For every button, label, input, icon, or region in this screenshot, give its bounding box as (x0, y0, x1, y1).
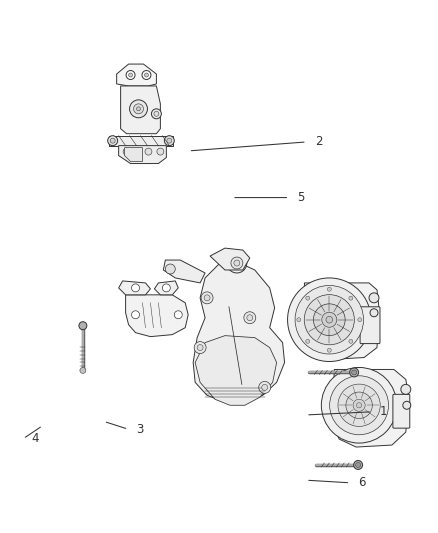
Circle shape (314, 304, 345, 336)
Circle shape (108, 136, 118, 146)
Circle shape (327, 287, 331, 291)
Circle shape (152, 109, 161, 119)
Circle shape (349, 340, 353, 343)
Circle shape (162, 284, 170, 292)
Circle shape (306, 296, 310, 300)
Circle shape (244, 312, 256, 324)
Polygon shape (155, 281, 178, 295)
Polygon shape (332, 369, 409, 447)
Circle shape (247, 315, 253, 321)
Circle shape (338, 384, 380, 426)
Text: 2: 2 (315, 135, 322, 148)
Circle shape (131, 311, 140, 319)
Circle shape (330, 376, 389, 435)
Circle shape (295, 286, 364, 354)
Circle shape (306, 340, 310, 343)
Circle shape (353, 461, 363, 470)
Circle shape (322, 312, 337, 327)
Text: 6: 6 (358, 477, 366, 489)
Circle shape (126, 70, 135, 79)
Circle shape (369, 293, 379, 303)
Circle shape (145, 148, 152, 155)
Circle shape (357, 402, 362, 408)
Circle shape (326, 317, 332, 323)
Circle shape (346, 392, 372, 418)
Polygon shape (195, 336, 277, 405)
Circle shape (321, 367, 397, 443)
Circle shape (234, 260, 240, 266)
FancyBboxPatch shape (360, 307, 380, 344)
Circle shape (80, 367, 86, 374)
Circle shape (262, 384, 268, 390)
Circle shape (194, 342, 206, 353)
Polygon shape (304, 283, 379, 360)
Circle shape (130, 100, 148, 118)
Circle shape (201, 292, 213, 304)
Circle shape (129, 73, 133, 77)
Polygon shape (109, 136, 173, 146)
Polygon shape (126, 295, 188, 337)
Circle shape (227, 253, 247, 273)
Circle shape (134, 104, 144, 114)
Polygon shape (124, 148, 142, 161)
Circle shape (145, 73, 148, 77)
Circle shape (123, 148, 130, 155)
Circle shape (327, 348, 331, 352)
Circle shape (349, 296, 353, 300)
Circle shape (165, 264, 175, 274)
Circle shape (304, 295, 354, 345)
Circle shape (204, 295, 210, 301)
Circle shape (142, 70, 151, 79)
Circle shape (137, 107, 141, 111)
Circle shape (131, 284, 140, 292)
Circle shape (167, 138, 172, 143)
Polygon shape (117, 64, 156, 86)
Polygon shape (193, 263, 285, 402)
Circle shape (154, 111, 159, 116)
Circle shape (174, 311, 182, 319)
Polygon shape (120, 86, 160, 134)
Circle shape (297, 318, 301, 322)
Circle shape (356, 463, 360, 467)
Circle shape (259, 382, 271, 393)
Circle shape (197, 345, 203, 351)
Circle shape (79, 322, 87, 330)
Circle shape (231, 257, 243, 269)
Text: 5: 5 (297, 191, 305, 204)
Circle shape (350, 368, 359, 377)
Text: 4: 4 (31, 432, 39, 446)
Circle shape (401, 384, 411, 394)
Circle shape (288, 278, 371, 361)
Text: 1: 1 (380, 405, 388, 418)
Circle shape (110, 138, 115, 143)
Polygon shape (163, 260, 205, 283)
Circle shape (157, 148, 164, 155)
Polygon shape (210, 248, 250, 270)
Circle shape (370, 309, 378, 317)
Circle shape (353, 399, 365, 411)
Text: 3: 3 (136, 423, 144, 436)
Polygon shape (119, 146, 166, 164)
Circle shape (164, 136, 174, 146)
FancyBboxPatch shape (393, 394, 410, 428)
Circle shape (358, 318, 362, 322)
Polygon shape (119, 281, 150, 295)
Circle shape (352, 370, 357, 375)
Circle shape (403, 401, 411, 409)
